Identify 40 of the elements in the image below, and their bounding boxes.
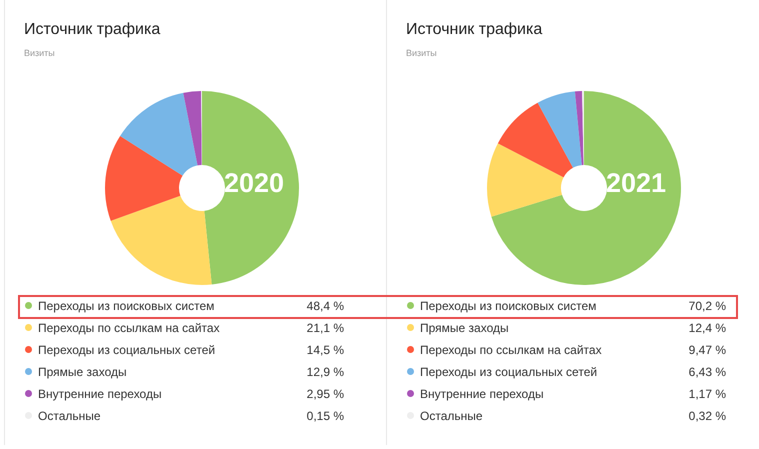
chart-subtitle: Визиты — [24, 48, 55, 58]
data-label: 21,1 % — [306, 320, 344, 336]
donut-slice — [110, 196, 212, 285]
data-label: 12,4 % — [688, 320, 726, 336]
donut-slice — [538, 91, 582, 168]
data-label: 12,9 % — [306, 364, 344, 380]
donut-slice — [491, 91, 681, 285]
data-label: 1,17 % — [688, 386, 726, 402]
legend-label: Остальные — [38, 408, 101, 424]
legend-label: Переходы из поисковых систем — [420, 298, 596, 314]
legend-label: Остальные — [420, 408, 483, 424]
legend-label: Переходы из поисковых систем — [38, 298, 214, 314]
donut-slice — [183, 91, 202, 166]
data-label: 48,4 % — [306, 298, 344, 314]
legend-label: Прямые заходы — [38, 364, 127, 380]
chart-subtitle: Визиты — [406, 48, 437, 58]
data-label: 0,15 % — [306, 408, 344, 424]
donut-slice — [120, 92, 198, 176]
text: 2021 — [606, 168, 666, 198]
legend-label: Переходы по ссылкам на сайтах — [38, 320, 220, 336]
data-label: 2,95 % — [306, 386, 344, 402]
data-label: 6,43 % — [688, 364, 726, 380]
legend-label: Переходы по ссылкам на сайтах — [420, 342, 602, 358]
legend-label: Переходы из социальных сетей — [38, 342, 216, 358]
text: 2020 — [224, 168, 284, 198]
data-label: 9,47 % — [688, 342, 726, 358]
donut-slice — [487, 143, 564, 217]
donut-slice — [574, 91, 584, 166]
data-label: 70,2 % — [688, 298, 726, 314]
data-label: 14,5 % — [306, 342, 344, 358]
legend-label: Внутренние переходы — [420, 386, 544, 402]
legend-label: Прямые заходы — [420, 320, 509, 336]
donut-slice — [498, 102, 574, 178]
donut-slice — [202, 91, 299, 285]
chart-title: Источник трафика — [24, 21, 160, 38]
data-label: 0,32 % — [688, 408, 726, 424]
donut-slice — [105, 136, 183, 221]
legend-label: Переходы из социальных сетей — [420, 364, 598, 380]
legend-label: Внутренние переходы — [38, 386, 162, 402]
chart-title: Источник трафика — [406, 21, 542, 38]
